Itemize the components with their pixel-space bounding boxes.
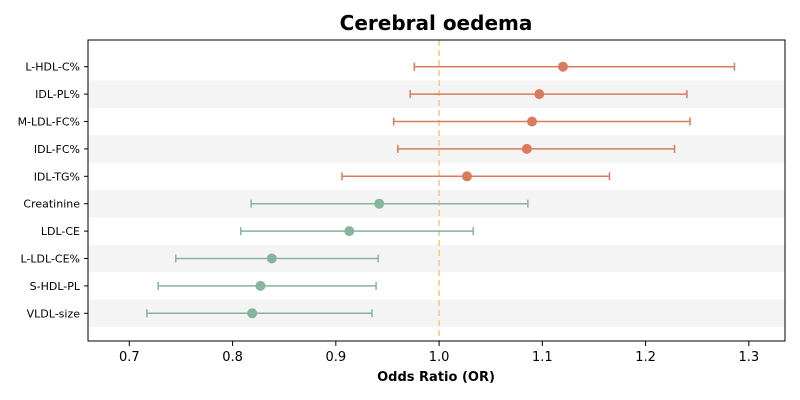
forest-row <box>157 280 377 291</box>
x-tick-label: 1.2 <box>635 350 656 365</box>
x-tick-label: 1.0 <box>429 350 450 365</box>
odds-ratio-point <box>557 61 568 72</box>
forest-row <box>146 308 373 319</box>
data-marks <box>146 61 736 319</box>
forest-row <box>240 226 474 237</box>
x-tick-label: 0.9 <box>325 350 346 365</box>
x-tick-label: 1.1 <box>532 350 553 365</box>
y-tick-label: IDL-FC% <box>34 143 80 156</box>
forest-row <box>413 61 736 72</box>
forest-row <box>409 89 688 100</box>
odds-ratio-point <box>527 116 538 127</box>
x-axis-label: Odds Ratio (OR) <box>377 370 495 385</box>
y-tick-label: L-LDL-CE% <box>21 253 81 266</box>
y-tick-label: LDL-CE <box>41 225 80 238</box>
y-tick-label: VLDL-size <box>27 307 81 320</box>
x-tick-label: 0.7 <box>119 350 140 365</box>
forest-row <box>392 116 691 127</box>
odds-ratio-point <box>255 280 266 291</box>
y-axis: L-HDL-C% IDL-PL% M-LDL-FC% IDL-FC% IDL-TG% Cr… <box>18 61 88 320</box>
chart-title: Cerebral oedema <box>340 11 533 35</box>
forest-row <box>397 143 676 154</box>
odds-ratio-point <box>461 171 472 182</box>
odds-ratio-point <box>521 143 532 154</box>
y-tick-label: M-LDL-FC% <box>18 116 80 129</box>
y-tick-label: IDL-PL% <box>35 88 80 101</box>
odds-ratio-point <box>344 226 355 237</box>
odds-ratio-point <box>247 308 258 319</box>
forest-row <box>250 198 529 209</box>
y-tick-label: Creatinine <box>23 198 80 211</box>
x-tick-label: 0.8 <box>222 350 243 365</box>
forest-row <box>175 253 379 264</box>
y-tick-label: L-HDL-C% <box>25 61 80 74</box>
odds-ratio-point <box>266 253 277 264</box>
y-tick-label: S-HDL-PL <box>30 280 81 293</box>
forest-row <box>341 171 611 182</box>
x-tick-label: 1.3 <box>739 350 760 365</box>
x-axis: 0.7 0.8 0.9 1.0 1.1 1.2 1.3 <box>119 341 759 365</box>
y-tick-label: IDL-TG% <box>34 170 80 183</box>
odds-ratio-point <box>534 89 545 100</box>
odds-ratio-point <box>374 198 385 209</box>
plot-frame <box>87 39 786 342</box>
